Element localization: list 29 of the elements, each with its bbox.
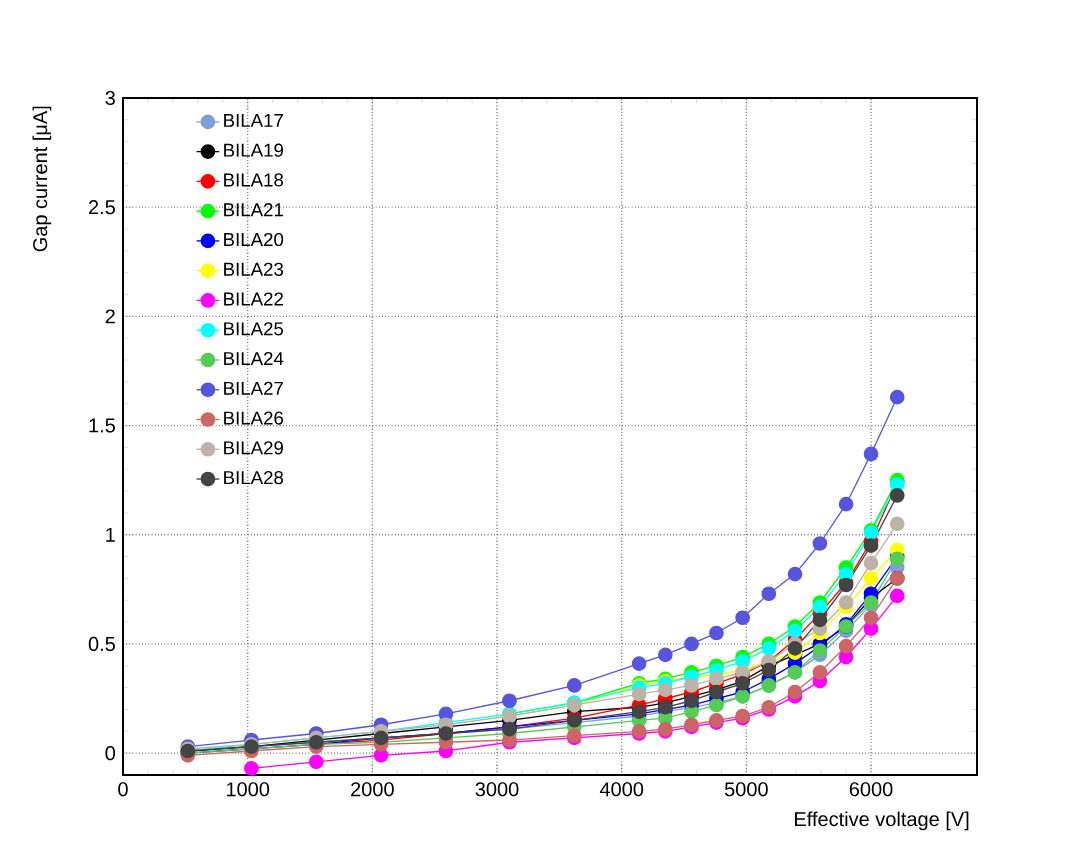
legend-label: BILA19 bbox=[224, 143, 283, 157]
legend-label: BILA20 bbox=[224, 232, 284, 247]
x-tick-label: 4000 bbox=[599, 782, 644, 797]
y-tick-label: 1.5 bbox=[89, 418, 115, 433]
legend-label: BILA28 bbox=[224, 471, 284, 485]
x-tick-label: 6000 bbox=[849, 782, 893, 797]
legend-label: BILA24 bbox=[224, 351, 284, 365]
y-tick-label: 3 bbox=[105, 90, 115, 106]
y-tick-label: 0 bbox=[105, 746, 116, 761]
legend-label: BILA26 bbox=[224, 411, 284, 425]
legend-label: BILA22 bbox=[224, 292, 283, 306]
y-tick-label: 2.5 bbox=[89, 200, 115, 215]
legend-label: BILA25 bbox=[224, 322, 284, 336]
legend-label: BILA27 bbox=[224, 381, 283, 395]
x-tick-label: 5000 bbox=[724, 782, 768, 797]
x-tick-label: 3000 bbox=[475, 782, 519, 797]
legend-label: BILA23 bbox=[224, 262, 284, 276]
x-tick-label: 2000 bbox=[351, 782, 394, 797]
legend-label: BILA17 bbox=[224, 114, 283, 127]
x-tick-label: 1000 bbox=[226, 782, 270, 797]
y-axis-title: Gap current [μA] bbox=[32, 106, 52, 252]
legend-label: BILA18 bbox=[224, 173, 284, 187]
legend-label: BILA29 bbox=[224, 441, 283, 455]
y-tick-label: 2 bbox=[105, 309, 115, 324]
legend-label: BILA21 bbox=[224, 203, 283, 217]
y-tick-label: 0.5 bbox=[88, 636, 115, 652]
y-tick-label: 1 bbox=[106, 527, 115, 542]
x-axis-title: Effective voltage [V] bbox=[795, 811, 969, 831]
x-tick-label: 0 bbox=[118, 782, 128, 797]
